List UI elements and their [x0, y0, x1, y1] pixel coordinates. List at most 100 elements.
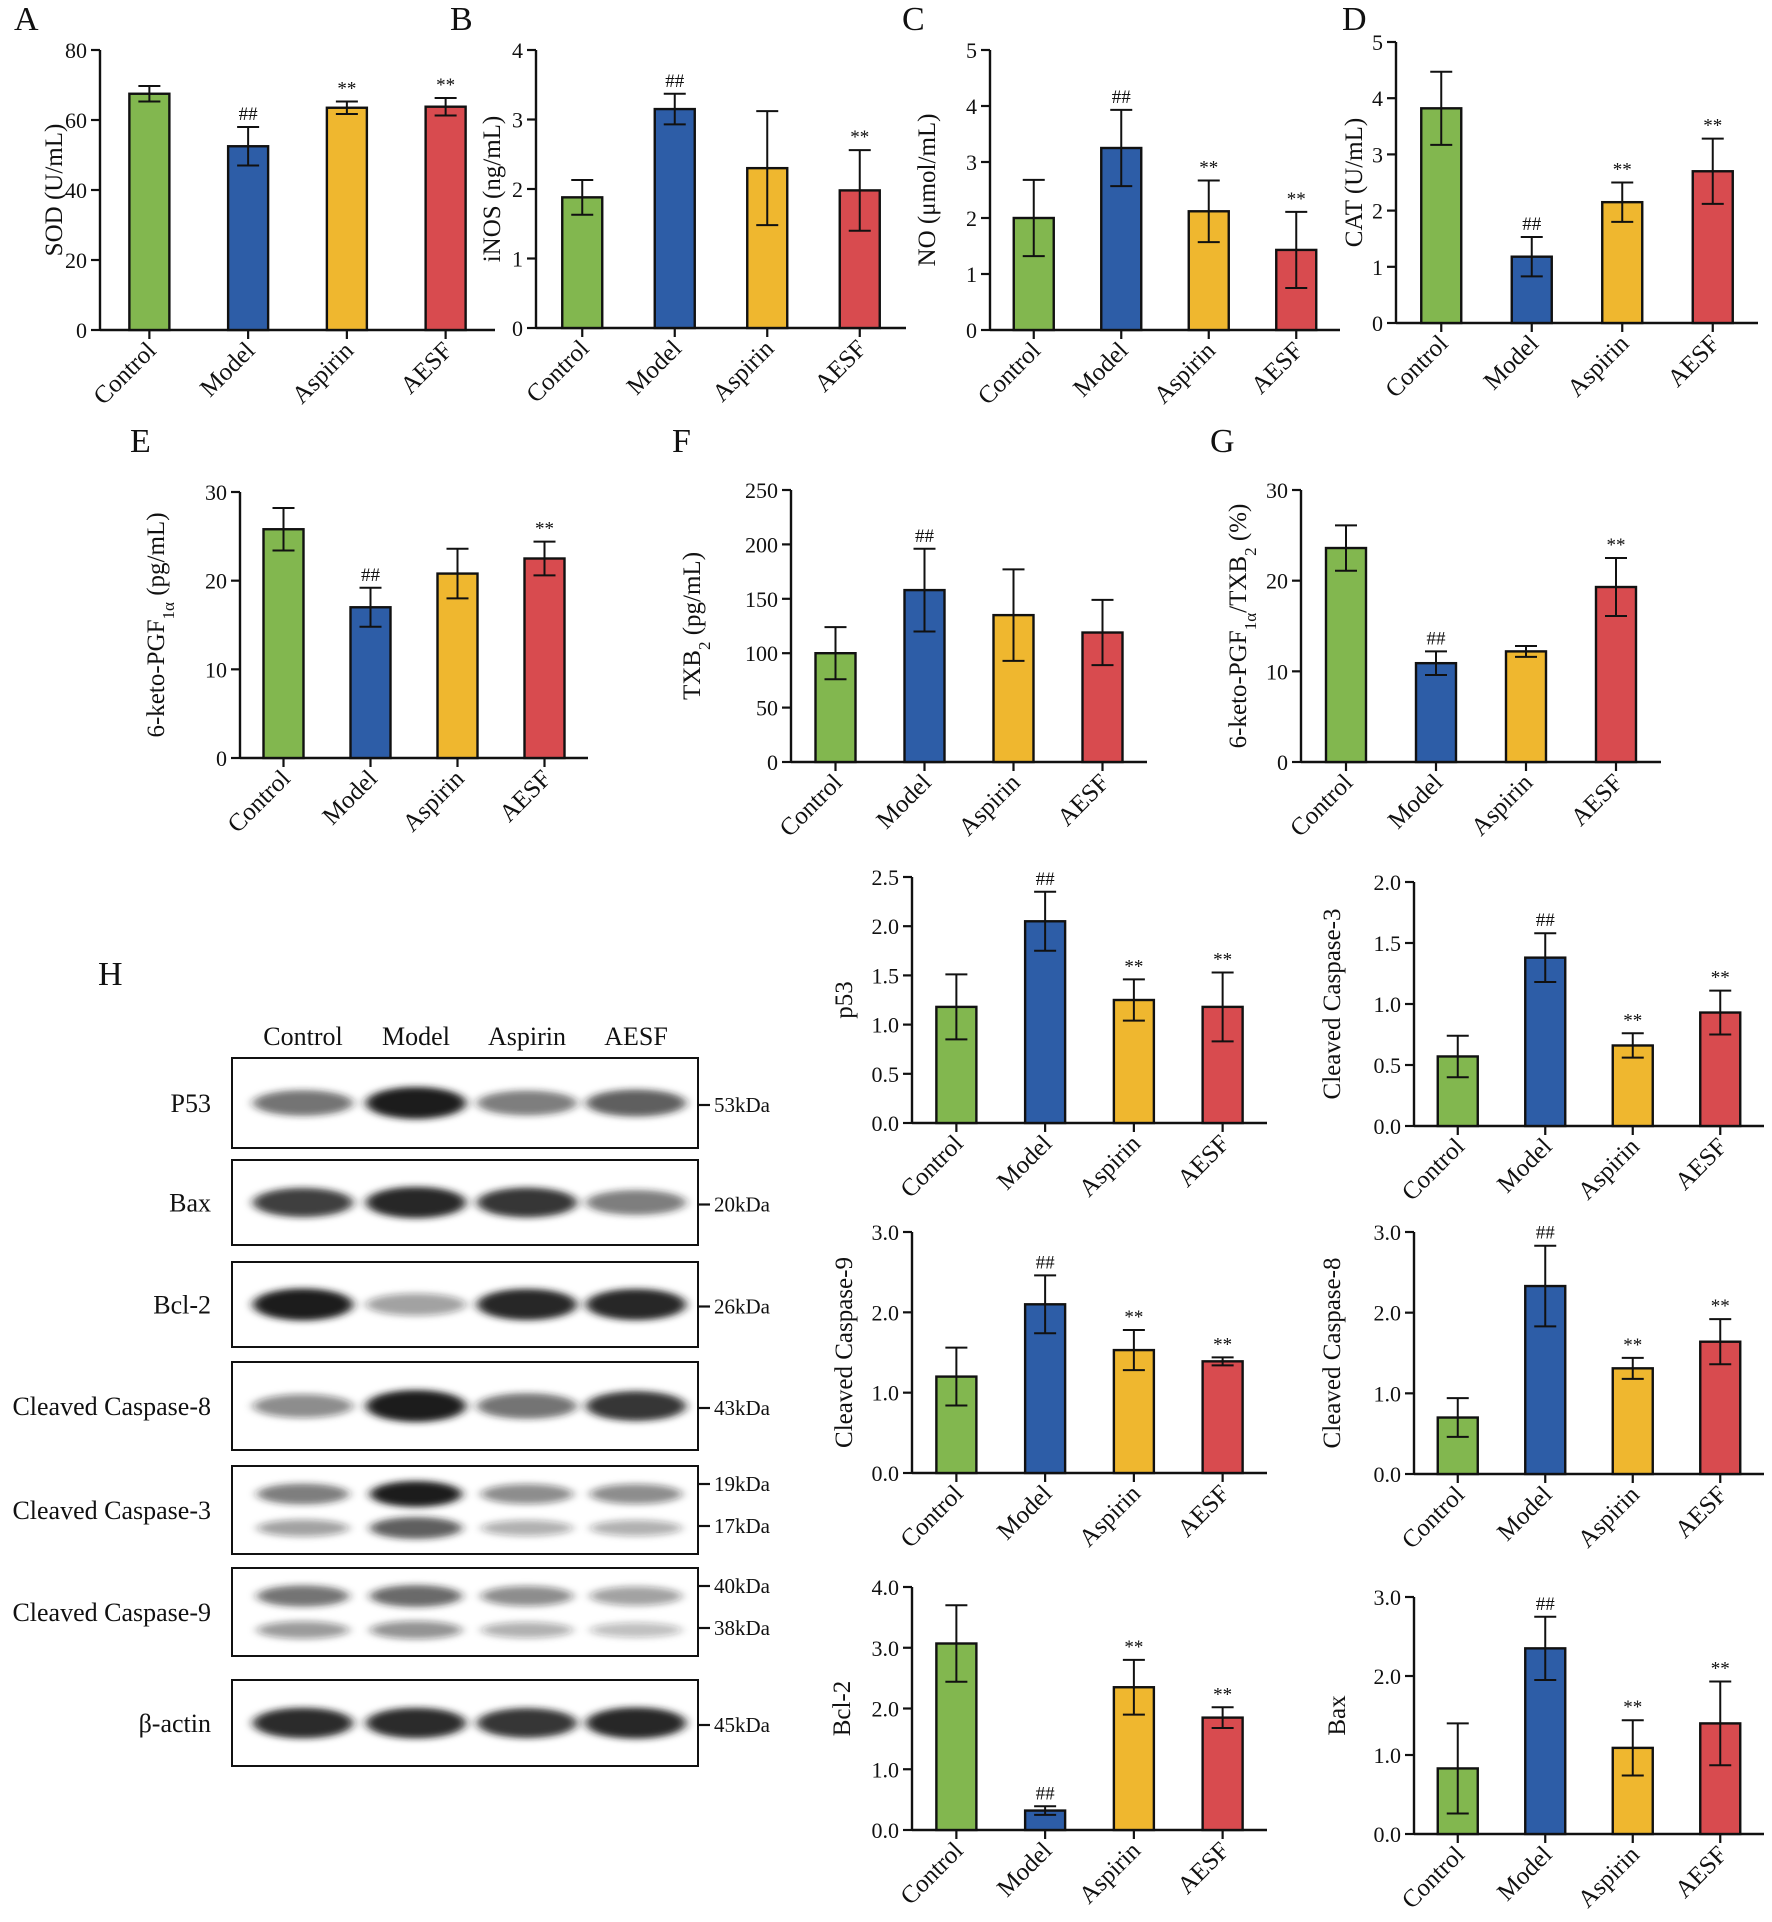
significance-mark: ** — [1623, 1010, 1642, 1031]
x-tick-label: AESF — [1246, 337, 1308, 399]
blot-strip: Bcl-2 26kDa — [153, 1261, 771, 1348]
blot-strip: Cleaved Caspase-3 19kDa 17kDa — [12, 1465, 771, 1555]
blot-band — [477, 1708, 577, 1738]
size-marker-label: 38kDa — [714, 1616, 771, 1640]
chart-panel-e: E 0 10 20 30 6-keto-PGF1α (pg/mL) Control ## Mod… — [130, 423, 588, 838]
y-tick-label: 3.0 — [1374, 1585, 1402, 1610]
x-tick-label: AESF — [1566, 769, 1628, 831]
y-tick-label: 3.0 — [872, 1636, 900, 1661]
blot-band — [366, 1293, 466, 1316]
y-tick-label: 3.0 — [1374, 1220, 1402, 1245]
blot-band — [481, 1484, 573, 1504]
y-tick-label: 4.0 — [872, 1575, 900, 1600]
significance-mark: ## — [1036, 1252, 1056, 1273]
size-marker-label: 19kDa — [714, 1472, 771, 1496]
x-tick-label: Model — [1492, 1481, 1557, 1546]
significance-mark: ## — [1536, 1223, 1556, 1244]
blot-band — [477, 1090, 577, 1116]
significance-mark: ** — [1199, 157, 1218, 178]
significance-mark: ## — [1522, 214, 1542, 235]
y-tick-label: 150 — [745, 587, 778, 612]
x-tick-label: Aspirin — [1466, 769, 1538, 841]
x-tick-label: Control — [1397, 1481, 1470, 1554]
x-tick-label: AESF — [1052, 769, 1114, 831]
blot-row-label: Bcl-2 — [153, 1291, 211, 1320]
size-marker-label: 53kDa — [714, 1093, 771, 1117]
significance-mark: ** — [1623, 1335, 1642, 1356]
blot-band — [257, 1621, 349, 1639]
x-tick-label: Aspirin — [398, 765, 470, 837]
bar-aspirin — [1504, 650, 1548, 764]
significance-mark: ** — [1213, 1334, 1232, 1355]
y-tick-label: 0 — [1372, 311, 1383, 336]
significance-mark: ** — [1711, 1296, 1730, 1317]
blot-lane-label: Control — [263, 1022, 342, 1051]
significance-mark: ** — [850, 127, 869, 148]
blot-band — [481, 1622, 573, 1638]
x-tick-label: Model — [622, 335, 687, 400]
chart-panel-cc8: 0.0 1.0 2.0 3.0 Cleaved Caspase-8 Control ## Mo… — [1319, 1220, 1764, 1554]
bar-model — [349, 606, 392, 760]
x-tick-label: Control — [895, 1130, 968, 1203]
y-tick-label: 10 — [205, 657, 227, 682]
y-tick-label: 4 — [512, 38, 523, 63]
significance-mark: ** — [1287, 189, 1306, 210]
blot-band — [370, 1621, 462, 1639]
blot-band — [590, 1622, 682, 1638]
chart-panel-p53: 0.0 0.5 1.0 1.5 2.0 2.5 p53 Control ## Model ** Asp… — [831, 865, 1267, 1203]
chart-panel-c: C 0 1 2 3 4 5 NO (μmol/mL) Control ## Model ** Aspir… — [902, 1, 1340, 410]
y-tick-label: 1 — [966, 262, 977, 287]
blot-band — [586, 1707, 686, 1739]
x-tick-label: AESF — [1670, 1133, 1732, 1195]
y-tick-label: 1.0 — [1374, 1381, 1402, 1406]
x-tick-label: Control — [1397, 1841, 1470, 1914]
panel-letter: F — [672, 423, 691, 460]
blot-band — [253, 1090, 353, 1116]
blot-row-label: Cleaved Caspase-3 — [12, 1496, 211, 1525]
y-axis-label: iNOS (ng/mL) — [479, 116, 506, 263]
y-tick-label: 250 — [745, 478, 778, 503]
y-tick-label: 2.0 — [1374, 1664, 1402, 1689]
bar-control — [128, 92, 171, 332]
y-tick-label: 0.5 — [1374, 1053, 1402, 1078]
chart-panel-a: A 0 20 40 60 80 SOD (U/mL) Control ## Model ** Aspi… — [14, 1, 495, 410]
blot-strip: Cleaved Caspase-9 40kDa 38kDa — [12, 1567, 771, 1657]
significance-mark: ## — [361, 565, 381, 586]
blot-row-label: P53 — [171, 1089, 211, 1118]
blot-band — [481, 1586, 573, 1606]
y-tick-label: 2.0 — [872, 1697, 900, 1722]
x-tick-label: Aspirin — [1074, 1130, 1146, 1202]
bar-aesf — [1201, 1716, 1244, 1832]
x-tick-label: Aspirin — [707, 335, 779, 407]
y-tick-label: 100 — [745, 641, 778, 666]
blot-strip: Cleaved Caspase-8 43kDa — [12, 1361, 771, 1451]
panel-letter: A — [14, 1, 39, 38]
significance-mark: ## — [1112, 87, 1132, 108]
y-tick-label: 0 — [216, 746, 227, 771]
significance-mark: ## — [1536, 1594, 1556, 1615]
blot-band — [586, 1190, 686, 1215]
bar-aesf — [523, 557, 566, 760]
blot-band — [370, 1517, 462, 1539]
blot-band — [253, 1288, 353, 1321]
x-tick-label: Aspirin — [1074, 1480, 1146, 1552]
y-tick-label: 2.0 — [1374, 870, 1402, 895]
y-tick-label: 0 — [767, 750, 778, 775]
x-tick-label: Control — [895, 1837, 968, 1910]
panel-letter: E — [130, 423, 151, 460]
panel-letter: B — [450, 1, 473, 38]
y-axis-label: Cleaved Caspase-3 — [1319, 909, 1346, 1100]
y-tick-label: 0 — [76, 318, 87, 343]
y-tick-label: 4 — [1372, 86, 1383, 111]
y-tick-label: 50 — [756, 696, 778, 721]
x-tick-label: Control — [88, 337, 161, 410]
y-tick-label: 0.0 — [1374, 1114, 1402, 1139]
size-marker-label: 17kDa — [714, 1514, 771, 1538]
chart-panel-g: G 0 10 20 306-keto-PGF1α/TXB2 (%) Control ## Mo… — [1210, 423, 1661, 842]
bar-control — [1324, 546, 1368, 764]
y-tick-label: 3.0 — [872, 1220, 900, 1245]
significance-mark: ** — [337, 78, 356, 99]
blot-band — [253, 1187, 353, 1218]
bar-aspirin — [992, 613, 1035, 764]
significance-mark: ** — [1124, 1637, 1143, 1658]
